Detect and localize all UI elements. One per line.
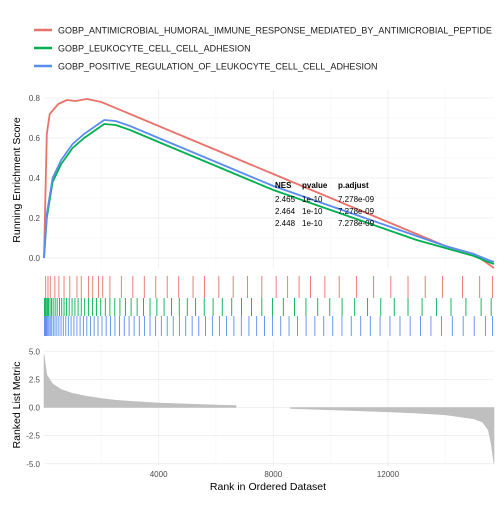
metric-area-0 xyxy=(43,354,237,408)
legend-label-1: GOBP_LEUKOCYTE_CELL_CELL_ADHESION xyxy=(58,44,251,54)
rank-y-tick-label-2: 0.0 xyxy=(29,404,41,413)
es-curve-1 xyxy=(43,123,495,265)
legend: GOBP_ANTIMICROBIAL_HUMORAL_IMMUNE_RESPON… xyxy=(34,26,492,72)
x-tick-label-2: 12000 xyxy=(377,470,400,479)
x-axis-title: Rank in Ordered Dataset xyxy=(210,481,326,493)
legend-label-2: GOBP_POSITIVE_REGULATION_OF_LEUKOCYTE_CE… xyxy=(58,62,377,72)
legend-label-0: GOBP_ANTIMICROBIAL_HUMORAL_IMMUNE_RESPON… xyxy=(58,26,492,36)
es-curve-2 xyxy=(43,119,495,263)
es-y-tick-label-4: 0.8 xyxy=(29,94,41,103)
nes-table-header-1: pvalue xyxy=(302,181,328,190)
nes-table-cell-r2-c2: 7.278e-09 xyxy=(338,219,375,228)
running-enrichment-panel: 0.0 0.2 0.4 0.6 0.8 xyxy=(29,90,495,269)
es-y-axis-title: Running Enrichment Score xyxy=(11,117,23,243)
rank-y-tick-label-4: 5.0 xyxy=(29,347,41,356)
rank-y-tick-label-1: -2.5 xyxy=(26,432,40,441)
gene-hit-rug-panel xyxy=(43,276,494,336)
nes-table-cell-r1-c2: 7.278e-09 xyxy=(338,207,375,216)
es-y-tick-label-3: 0.6 xyxy=(29,134,41,143)
nes-table-cell-r0-c0: 2.465 xyxy=(275,195,296,204)
rank-y-ticks: -5.0 -2.5 0.0 2.5 5.0 xyxy=(26,347,40,469)
nes-table-cell-r2-c0: 2.448 xyxy=(275,219,296,228)
nes-table-cell-r1-c1: 1e-10 xyxy=(302,207,323,216)
es-y-tick-label-2: 0.4 xyxy=(29,174,41,183)
x-tick-label-1: 8000 xyxy=(264,470,282,479)
es-y-tick-label-1: 0.2 xyxy=(29,214,41,223)
nes-table-cell-r0-c2: 7.278e-09 xyxy=(338,195,375,204)
es-gridlines xyxy=(44,90,494,268)
ranked-list-panel: -5.0 -2.5 0.0 2.5 5.0 4000 8000 12000 xyxy=(26,340,495,479)
rank-y-tick-label-3: 2.5 xyxy=(29,375,41,384)
nes-table-header-0: NES xyxy=(275,181,292,190)
es-curves xyxy=(43,98,495,269)
nes-table-cell-r2-c1: 1e-10 xyxy=(302,219,323,228)
x-tick-label-0: 4000 xyxy=(150,470,168,479)
es-y-tick-label-0: 0.0 xyxy=(29,254,41,263)
rank-y-axis-title: Ranked List Metric xyxy=(11,362,23,449)
nes-table-cell-r0-c1: 1e-10 xyxy=(302,195,323,204)
nes-table-header-2: p.adjust xyxy=(338,181,369,190)
es-y-ticks: 0.0 0.2 0.4 0.6 0.8 xyxy=(29,94,41,263)
rank-x-ticks: 4000 8000 12000 xyxy=(150,470,400,479)
nes-table-cell-r1-c0: 2.464 xyxy=(275,207,296,216)
metric-area-1 xyxy=(290,407,495,464)
nes-table: NES pvalue p.adjust 2.465 1e-10 7.278e-09 2.46… xyxy=(275,181,375,228)
rank-y-tick-label-0: -5.0 xyxy=(26,460,40,469)
es-curve-0 xyxy=(43,98,495,269)
